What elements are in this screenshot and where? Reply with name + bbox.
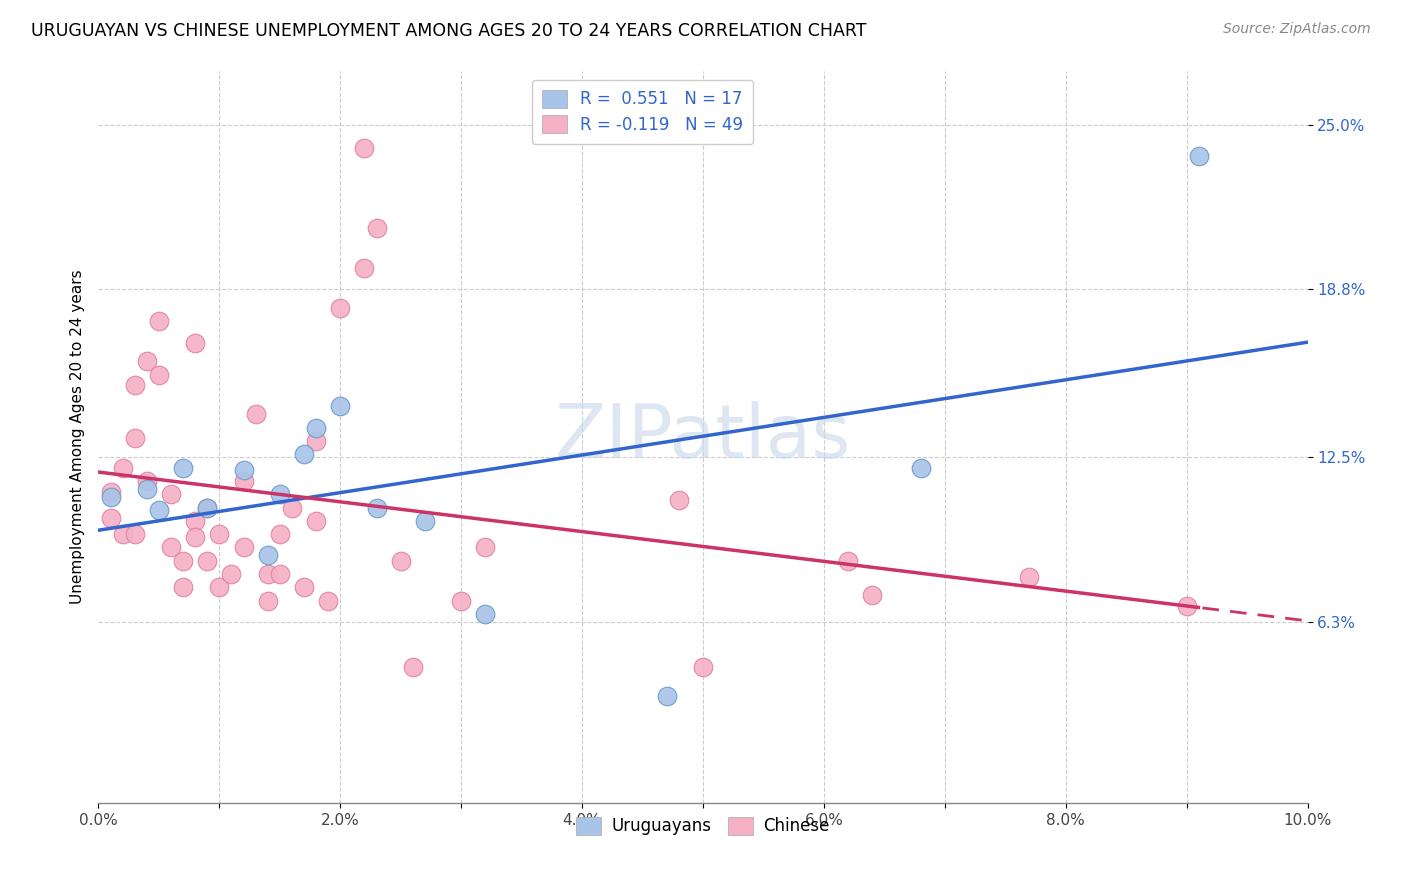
Point	[195, 500, 218, 515]
Point	[269, 567, 291, 582]
Point	[195, 500, 218, 515]
Point	[910, 460, 932, 475]
Point	[221, 567, 243, 582]
Point	[184, 514, 207, 528]
Point	[668, 492, 690, 507]
Point	[305, 434, 328, 448]
Point	[100, 490, 122, 504]
Point	[208, 527, 231, 541]
Point	[305, 514, 328, 528]
Point	[329, 301, 352, 315]
Point	[195, 554, 218, 568]
Point	[413, 514, 436, 528]
Point	[160, 541, 183, 555]
Point	[172, 580, 194, 594]
Point	[281, 500, 304, 515]
Point	[135, 474, 157, 488]
Point	[366, 500, 388, 515]
Point	[256, 549, 278, 563]
Point	[655, 690, 678, 704]
Point	[184, 530, 207, 544]
Text: URUGUAYAN VS CHINESE UNEMPLOYMENT AMONG AGES 20 TO 24 YEARS CORRELATION CHART: URUGUAYAN VS CHINESE UNEMPLOYMENT AMONG …	[31, 22, 866, 40]
Point	[450, 593, 472, 607]
Text: Source: ZipAtlas.com: Source: ZipAtlas.com	[1223, 22, 1371, 37]
Text: ZIPatlas: ZIPatlas	[555, 401, 851, 474]
Point	[208, 580, 231, 594]
Point	[329, 400, 352, 414]
Point	[269, 527, 291, 541]
Point	[148, 503, 170, 517]
Point	[1018, 570, 1040, 584]
Point	[402, 660, 425, 674]
Point	[135, 482, 157, 496]
Point	[837, 554, 859, 568]
Point	[148, 314, 170, 328]
Point	[353, 261, 375, 276]
Point	[148, 368, 170, 382]
Point	[305, 421, 328, 435]
Point	[124, 527, 146, 541]
Point	[232, 474, 254, 488]
Point	[366, 221, 388, 235]
Point	[256, 567, 278, 582]
Point	[172, 554, 194, 568]
Point	[474, 541, 496, 555]
Point	[692, 660, 714, 674]
Point	[232, 541, 254, 555]
Point	[353, 141, 375, 155]
Point	[124, 378, 146, 392]
Point	[232, 463, 254, 477]
Legend: Uruguayans, Chinese: Uruguayans, Chinese	[569, 810, 837, 842]
Point	[172, 460, 194, 475]
Point	[316, 593, 339, 607]
Point	[111, 527, 134, 541]
Point	[160, 487, 183, 501]
Point	[292, 447, 315, 461]
Point	[389, 554, 412, 568]
Point	[245, 408, 267, 422]
Point	[100, 484, 122, 499]
Point	[269, 487, 291, 501]
Point	[474, 607, 496, 621]
Point	[860, 588, 883, 602]
Point	[111, 460, 134, 475]
Point	[184, 335, 207, 350]
Point	[135, 354, 157, 368]
Y-axis label: Unemployment Among Ages 20 to 24 years: Unemployment Among Ages 20 to 24 years	[69, 269, 84, 605]
Point	[256, 593, 278, 607]
Point	[1188, 149, 1211, 163]
Point	[124, 431, 146, 445]
Point	[1175, 599, 1198, 613]
Point	[100, 511, 122, 525]
Point	[292, 580, 315, 594]
